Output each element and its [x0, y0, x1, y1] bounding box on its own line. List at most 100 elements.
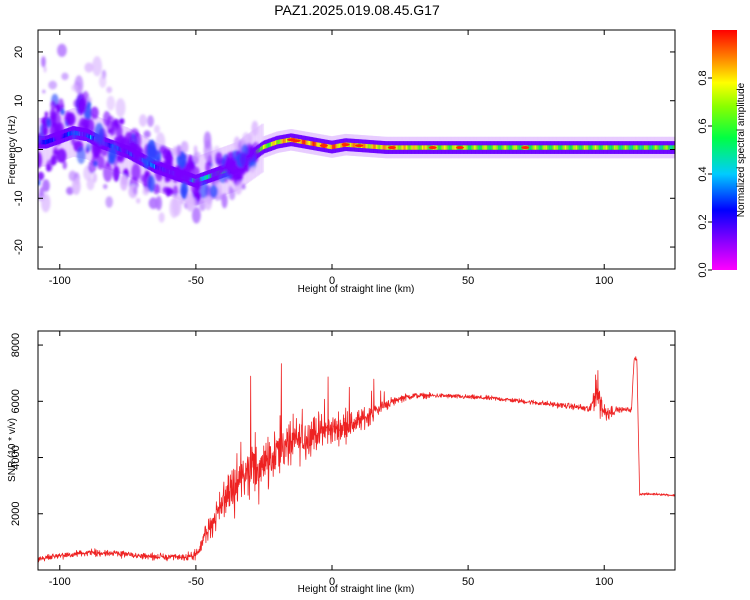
- spectrogram-core-cell: [43, 139, 47, 145]
- spectrogram-core-cell: [409, 145, 413, 150]
- spectrogram-core-cell: [673, 145, 675, 150]
- spectrogram-core-cell: [617, 145, 621, 150]
- spectrogram-noise-blob: [204, 196, 212, 211]
- spectrogram-core-cell: [622, 145, 625, 150]
- spectrogram-core-cell: [372, 144, 376, 149]
- spectrogram-noise-blob: [191, 207, 201, 224]
- spectrogram-core-cell: [47, 139, 51, 144]
- spectrogram-core-cell: [449, 145, 452, 150]
- spectrogram-noise-blob: [183, 141, 189, 154]
- spectrogram-core-cell: [560, 145, 564, 150]
- spectrogram-core-cell: [661, 145, 664, 150]
- spectrogram-core-cell: [367, 144, 370, 149]
- spectrogram-core-cell: [668, 145, 671, 150]
- spectrogram-core-cell: [74, 130, 78, 136]
- spectrogram-core-cell: [657, 145, 660, 150]
- spectrogram-core-cell: [653, 145, 656, 150]
- spectrogram-noise-blob: [172, 185, 179, 198]
- spectrogram-noise-blob: [50, 100, 56, 110]
- spectrogram-core-cell: [419, 145, 422, 150]
- spectrogram-core-cell: [353, 143, 357, 148]
- spectrogram-noise-blob: [78, 117, 88, 140]
- spectrogram-core-cell: [487, 145, 490, 150]
- spectrogram-core-cell: [530, 145, 534, 150]
- spectrogram-noise-blob: [93, 160, 98, 167]
- spectrogram-core-cell: [381, 145, 384, 150]
- spectrogram-core-cell: [378, 144, 381, 150]
- spectrogram-core-cell: [108, 143, 112, 148]
- figure-title: PAZ1.2025.019.08.45.G17: [274, 2, 440, 18]
- spectrogram-core-cell: [338, 143, 342, 148]
- spectrogram-core-cell: [581, 145, 584, 150]
- spectrogram-core-cell: [619, 145, 622, 150]
- spectrogram-core-cell: [436, 145, 440, 150]
- spectrogram-noise-blob: [102, 163, 113, 182]
- spectrogram-core-cell: [578, 145, 581, 150]
- spectrogram-core-cell: [415, 145, 418, 150]
- spectrogram-noise-blob: [114, 118, 119, 128]
- colorbar-label: Normalized spectral amplitude: [736, 82, 747, 217]
- spectrogram-core-cell: [307, 140, 311, 146]
- spectrogram-core-cell: [650, 145, 654, 150]
- spectrogram-core-cell: [566, 145, 569, 150]
- spectrogram-image: [38, 43, 675, 224]
- spectrogram-noise-blob: [147, 175, 155, 193]
- spectrogram-core-cell: [477, 145, 481, 150]
- spectrogram-noise-blob: [115, 98, 126, 118]
- spectrogram-noise-blob: [106, 86, 113, 94]
- spectrogram-core-cell: [545, 145, 549, 150]
- spectrogram-noise-blob: [108, 147, 117, 161]
- colorbar-tick-label: 0.0: [697, 262, 709, 277]
- spectrogram-core-cell: [375, 144, 379, 150]
- spectrogram-core-cell: [446, 145, 449, 150]
- spectrogram-core-cell: [544, 145, 547, 150]
- spectrogram-core-cell: [277, 139, 281, 145]
- spectrogram-core-cell: [413, 145, 417, 150]
- spectrogram-core-cell: [65, 132, 68, 138]
- spectrogram-core-cell: [306, 140, 309, 145]
- spectrogram-core-cell: [662, 145, 666, 150]
- spectrogram-noise-blob: [48, 80, 58, 90]
- y-tick-label: -20: [13, 239, 25, 255]
- colorbar-tick-label: 0.8: [697, 70, 709, 85]
- spectrogram-core-cell: [665, 145, 669, 150]
- spectrogram-noise-blob: [162, 186, 169, 194]
- spectrogram-noise-blob: [61, 72, 69, 81]
- spectrogram-core-cell: [514, 145, 517, 150]
- spectrogram-noise-blob: [78, 98, 87, 114]
- spectrogram-noise-blob: [66, 186, 74, 196]
- spectrogram-core-cell: [490, 145, 493, 150]
- spectrogram-core-cell: [328, 144, 331, 149]
- spectrogram-noise-blob: [60, 108, 65, 116]
- spectrogram-noise-blob: [205, 160, 211, 174]
- spectrogram-core-cell: [647, 145, 651, 150]
- spectrogram-core-cell: [385, 145, 388, 150]
- spectrogram-core-cell: [465, 145, 468, 150]
- spectrogram-noise-blob: [209, 184, 218, 199]
- spectrogram-core-cell: [318, 142, 321, 148]
- spectrogram-core-cell: [374, 144, 377, 149]
- spectrogram-core-cell: [281, 139, 285, 144]
- spectrogram-core-cell: [548, 145, 551, 150]
- spectrogram-core-cell: [280, 139, 283, 144]
- spectrogram-core-cell: [666, 145, 670, 150]
- spectrogram-core-cell: [397, 145, 400, 150]
- spectrogram-core-cell: [583, 145, 587, 150]
- spectrogram-noise-blob: [57, 43, 67, 57]
- spectrogram-noise-blob: [85, 143, 92, 152]
- spectrogram-core-cell: [377, 144, 380, 150]
- spectrogram-noise-blob: [233, 160, 237, 165]
- spectrogram-peak: [387, 146, 396, 150]
- spectrogram-core-cell: [556, 145, 560, 150]
- spectrogram-core-cell: [284, 138, 287, 143]
- spectrogram-core-cell: [351, 142, 354, 148]
- spectrogram-core-cell: [69, 131, 72, 136]
- spectrogram-core-cell: [151, 162, 154, 168]
- spectrogram-noise-blob: [163, 158, 174, 182]
- spectrogram-noise-blob: [38, 136, 41, 143]
- spectrogram-noise-blob: [191, 197, 197, 208]
- spectrogram-core-cell: [571, 145, 575, 150]
- spectrogram-core-cell: [669, 145, 673, 150]
- spectrogram-noise-blob: [183, 174, 191, 185]
